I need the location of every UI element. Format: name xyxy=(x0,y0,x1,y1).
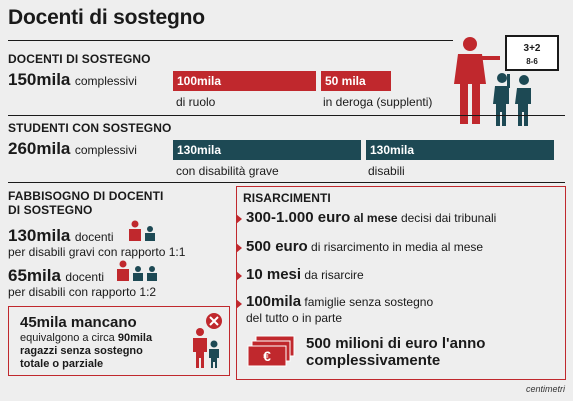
bar-studenti-disabilita-grave: 130mila xyxy=(173,140,361,160)
fabbisogno-item2: 65mila docenti xyxy=(8,266,104,286)
item-text: decisi dai tribunali xyxy=(397,211,497,225)
caption-disabilita-grave: con disabilità grave xyxy=(176,164,279,178)
mancano-line1-bold: 90mila xyxy=(117,332,153,344)
risarcimento-item-4: 100mila famiglie senza sostegno del tutt… xyxy=(246,294,433,326)
docenti-total-label: complessivi xyxy=(74,74,137,88)
docenti-total: 150mila complessivi xyxy=(8,70,137,90)
mancano-line3: totale o parziale xyxy=(20,358,104,370)
item-value: 100mila xyxy=(246,293,302,310)
caption-disabili: disabili xyxy=(368,164,405,178)
item2-value: 65mila xyxy=(8,266,61,285)
total-line1: 500 milioni di euro l'anno xyxy=(306,335,486,352)
fabbisogno-heading-line1: FABBISOGNO DI DOCENTI xyxy=(8,189,164,203)
teacher-student-icon xyxy=(129,220,155,241)
item1-value: 130mila xyxy=(8,226,71,245)
chalkboard-line1: 3+2 xyxy=(524,43,541,54)
missing-teacher-icon xyxy=(193,313,222,368)
fabbisogno-heading: FABBISOGNO DI DOCENTI DI SOSTEGNO xyxy=(8,189,163,217)
risarcimenti-total: 500 milioni di euro l'anno complessivame… xyxy=(306,335,485,369)
divider xyxy=(8,40,453,41)
item2-desc: per disabili con rapporto 1:2 xyxy=(8,285,157,299)
risarcimenti-box xyxy=(236,186,566,380)
mancano-desc: equivalgono a circa 90mila ragazzi senza… xyxy=(20,332,152,371)
item-text2: del tutto o in parte xyxy=(246,311,343,325)
caption-di-ruolo: di ruolo xyxy=(176,95,216,109)
docenti-heading: DOCENTI DI SOSTEGNO xyxy=(8,52,151,66)
risarcimento-item-3: 10 mesi da risarcire xyxy=(246,266,364,284)
mancano-value: 45mila mancano xyxy=(20,314,137,331)
studenti-heading: STUDENTI CON SOSTEGNO xyxy=(8,121,172,135)
fabbisogno-heading-line2: DI SOSTEGNO xyxy=(8,203,93,217)
item1-desc: per disabili gravi con rapporto 1:1 xyxy=(8,245,186,259)
bar-docenti-di-ruolo: 100mila xyxy=(173,71,316,91)
fabbisogno-item1: 130mila docenti xyxy=(8,226,114,246)
item-value: 500 euro xyxy=(246,238,308,255)
teacher-two-students-icon xyxy=(117,260,157,281)
item2-unit: docenti xyxy=(65,270,105,284)
item-value: 300-1.000 euro xyxy=(246,209,351,226)
studenti-total-label: complessivi xyxy=(74,143,137,157)
divider xyxy=(8,182,565,183)
studenti-total: 260mila complessivi xyxy=(8,139,137,159)
total-line2: complessivamente xyxy=(306,352,441,369)
studenti-total-value: 260mila xyxy=(8,139,71,158)
item-text: di risarcimento in media al mese xyxy=(307,240,484,254)
bullet-icon xyxy=(236,243,242,253)
bullet-icon xyxy=(236,214,242,224)
risarcimento-item-2: 500 euro di risarcimento in media al mes… xyxy=(246,238,483,256)
mancano-line2: ragazzi senza sostegno xyxy=(20,345,143,357)
item-value: 10 mesi xyxy=(246,266,302,283)
source-label: centimetri xyxy=(525,384,565,394)
docenti-total-value: 150mila xyxy=(8,70,71,89)
bullet-icon xyxy=(236,299,242,309)
teacher-illustration-icon: 3+2 8-6 xyxy=(454,35,559,126)
divider xyxy=(8,115,565,116)
risarcimenti-heading: RISARCIMENTI xyxy=(243,191,331,205)
item-text: famiglie senza sostegno xyxy=(301,295,434,309)
bar-studenti-disabili: 130mila xyxy=(366,140,554,160)
risarcimento-item-1: 300-1.000 euro al mese decisi dai tribun… xyxy=(246,209,496,227)
banknotes-icon: € xyxy=(247,335,295,367)
caption-in-deroga: in deroga (supplenti) xyxy=(323,95,433,109)
mancano-box xyxy=(8,306,230,376)
bullet-icon xyxy=(236,271,242,281)
chalkboard-line2: 8-6 xyxy=(526,57,538,66)
item-text: da risarcire xyxy=(301,268,364,282)
item1-unit: docenti xyxy=(74,230,114,244)
item-bold-suffix: al mese xyxy=(350,211,398,225)
mancano-line1-pre: equivalgono a circa xyxy=(20,332,118,344)
bar-docenti-in-deroga: 50 mila xyxy=(321,71,391,91)
mancano-line1: equivalgono a circa 90mila xyxy=(20,332,152,345)
page-title: Docenti di sostegno xyxy=(8,6,205,29)
svg-text:€: € xyxy=(263,348,271,364)
